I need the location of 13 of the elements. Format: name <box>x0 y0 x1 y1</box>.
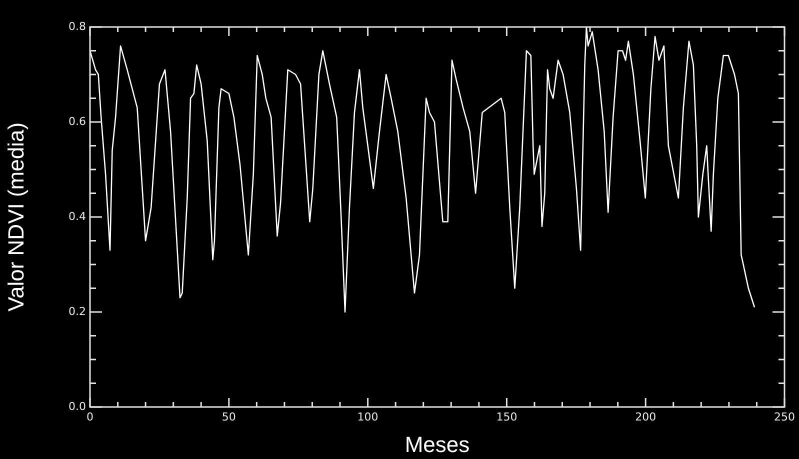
x-tick-label: 250 <box>774 410 795 424</box>
y-tick-label: 0.0 <box>68 400 86 413</box>
x-tick-label: 200 <box>635 410 656 424</box>
x-tick-label: 0 <box>86 410 94 424</box>
x-tick-label: 50 <box>222 410 236 424</box>
y-tick-label: 0.8 <box>68 20 86 33</box>
y-axis-title: Valor NDVI (media) <box>3 122 28 312</box>
y-tick-label: 0.6 <box>68 114 86 128</box>
x-tick-label: 100 <box>357 410 378 424</box>
y-tick-label: 0.4 <box>68 210 86 223</box>
y-tick-label: 0.2 <box>68 304 86 318</box>
x-axis-title: Meses <box>404 432 470 457</box>
x-tick-label: 150 <box>496 410 518 424</box>
